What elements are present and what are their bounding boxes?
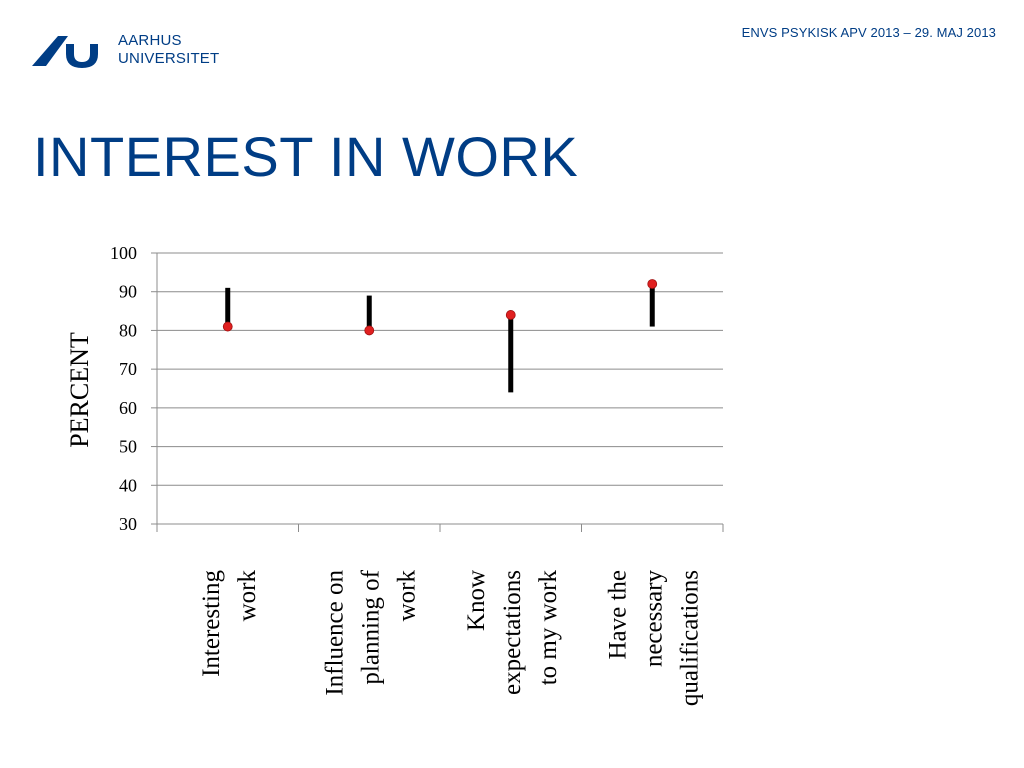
- aarhus-university-logo: AARHUS UNIVERSITET: [32, 30, 272, 80]
- logo-text: AARHUS UNIVERSITET: [118, 32, 219, 68]
- y-tick-label: 100: [110, 243, 137, 263]
- category-label: Have the: [604, 570, 631, 660]
- y-tick-label: 80: [119, 320, 137, 340]
- range-bars: [225, 287, 655, 393]
- category-label: qualifications: [676, 570, 703, 706]
- data-point: [364, 325, 375, 336]
- category-label: necessary: [640, 570, 667, 668]
- data-points: [222, 279, 658, 336]
- category-label: Interesting: [198, 570, 225, 677]
- data-point: [647, 279, 658, 289]
- data-point: [222, 321, 233, 332]
- y-axis-label: PERCENT: [65, 332, 94, 448]
- axes: [151, 252, 724, 532]
- category-label: work: [393, 570, 420, 622]
- logo-line-1: AARHUS: [118, 32, 182, 49]
- slide-title: INTEREST IN WORK: [33, 125, 579, 188]
- category-labels: Interesting work Influence on planning of wo…: [198, 569, 704, 706]
- y-tick-label: 90: [119, 282, 137, 302]
- y-tick-label: 60: [119, 398, 137, 418]
- range-dot-chart: 30 40 50 60 70 80 90 100 Interesting work Influen…: [65, 243, 724, 706]
- logo-line-2: UNIVERSITET: [118, 50, 220, 67]
- presentation-header-note: ENVS PSYKISK APV 2013 – 29. MAJ 2013: [741, 25, 996, 40]
- category-label: Influence on: [321, 570, 348, 696]
- category-label: planning of: [357, 569, 384, 684]
- au-logo-mark-icon: [32, 36, 98, 68]
- y-tick-label: 50: [119, 437, 137, 457]
- category-label: Know: [463, 570, 490, 631]
- data-point: [505, 310, 516, 320]
- y-tick-label: 40: [119, 475, 137, 495]
- category-label: to my work: [535, 570, 562, 686]
- y-tick-labels: 30 40 50 60 70 80 90 100: [110, 243, 137, 534]
- y-tick-label: 30: [119, 514, 137, 534]
- y-tick-label: 70: [119, 359, 137, 379]
- gridlines: [157, 252, 723, 486]
- category-label: expectations: [499, 570, 526, 695]
- category-label: work: [234, 570, 261, 622]
